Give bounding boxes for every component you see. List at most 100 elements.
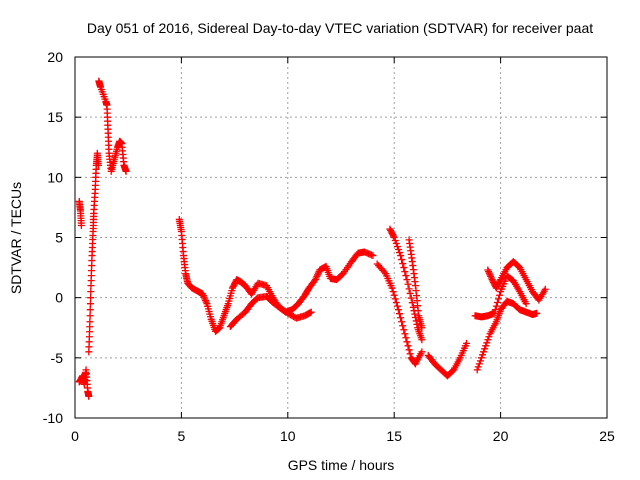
data-point <box>397 314 405 322</box>
data-point <box>404 342 412 350</box>
axis-ticks: 0 5 10 15 20 25 -10 -5 0 5 10 15 20 <box>43 49 615 444</box>
data-point <box>405 346 413 354</box>
series-arc-early-low <box>75 366 93 400</box>
data-point <box>406 350 414 358</box>
y-tick-label: 20 <box>47 49 63 65</box>
data-point <box>476 357 484 365</box>
data-point <box>394 246 402 254</box>
data-point <box>474 363 482 371</box>
x-tick-label: 20 <box>493 428 509 444</box>
series-arc-main <box>175 215 377 335</box>
data-point <box>400 264 408 272</box>
data-point <box>480 348 488 356</box>
data-point <box>407 294 415 302</box>
data-point <box>404 280 412 288</box>
data-point <box>477 354 485 362</box>
data-point <box>487 272 495 280</box>
data-point <box>463 339 471 347</box>
series-arc-descent-2 <box>386 225 426 344</box>
data-point <box>314 269 322 277</box>
data-point <box>405 285 413 293</box>
data-point <box>473 366 481 374</box>
data-point <box>494 295 502 303</box>
data-point <box>486 271 494 279</box>
data-point <box>411 310 419 318</box>
data-point <box>496 291 504 299</box>
series-arc-late-middle <box>471 272 530 321</box>
data-point <box>390 234 398 241</box>
data-point <box>390 291 398 299</box>
data-point <box>201 295 209 303</box>
data-point <box>199 292 207 300</box>
data-point <box>402 334 410 342</box>
data-point <box>389 232 397 240</box>
y-tick-label: 5 <box>55 230 63 246</box>
data-point <box>522 300 530 308</box>
data-point <box>87 288 95 296</box>
x-tick-label: 15 <box>386 428 402 444</box>
data-point <box>380 268 388 276</box>
data-point <box>369 252 377 260</box>
data-point <box>122 167 130 175</box>
data-point <box>312 274 320 282</box>
data-point <box>403 276 411 284</box>
y-tick-label: 15 <box>47 109 63 125</box>
data-point <box>202 298 210 306</box>
data-point <box>418 336 426 344</box>
data-point <box>199 290 207 298</box>
data-point <box>406 289 414 297</box>
data-point <box>86 300 94 308</box>
data-point <box>418 348 426 356</box>
data-point <box>409 303 417 311</box>
data-point <box>398 256 406 264</box>
series-arc-early-spikes <box>95 77 130 175</box>
data-point <box>77 221 85 229</box>
x-tick-label: 10 <box>280 428 296 444</box>
data-point <box>397 252 405 260</box>
data-point <box>418 324 426 332</box>
series-arc-lower-loop <box>226 292 315 331</box>
x-axis-title: GPS time / hours <box>288 457 395 473</box>
data-point <box>87 294 95 302</box>
x-tick-label: 25 <box>599 428 615 444</box>
grid-lines <box>75 57 607 418</box>
data-point <box>492 302 500 310</box>
data-point <box>485 269 493 277</box>
data-point <box>389 288 397 296</box>
data-point <box>400 326 408 334</box>
data-point <box>399 322 407 330</box>
data-point <box>491 306 499 314</box>
data-point <box>398 318 406 326</box>
data-point <box>393 302 401 310</box>
data-point <box>412 317 420 325</box>
data-point <box>408 299 416 307</box>
data-point <box>541 285 549 293</box>
data-point <box>482 342 490 350</box>
data-point <box>475 360 483 368</box>
x-tick-label: 5 <box>178 428 186 444</box>
data-point <box>485 333 493 341</box>
data-point <box>493 298 501 306</box>
data-points <box>75 77 549 400</box>
series-arc-trough <box>424 339 471 380</box>
data-point <box>314 271 322 279</box>
y-tick-label: -10 <box>43 410 63 426</box>
series-arc-rise <box>85 149 102 356</box>
data-point <box>401 330 409 338</box>
data-point <box>311 276 319 284</box>
data-point <box>94 161 102 169</box>
data-point <box>86 312 94 320</box>
data-point <box>490 309 498 317</box>
data-point <box>391 237 399 245</box>
data-point <box>307 308 315 316</box>
data-point <box>484 336 492 344</box>
y-tick-label: 0 <box>55 290 63 306</box>
data-point <box>391 295 399 303</box>
data-point <box>86 318 94 326</box>
data-point <box>200 293 208 301</box>
data-point <box>484 266 492 274</box>
data-point <box>394 306 402 314</box>
data-point <box>202 296 210 304</box>
data-point <box>401 268 409 276</box>
